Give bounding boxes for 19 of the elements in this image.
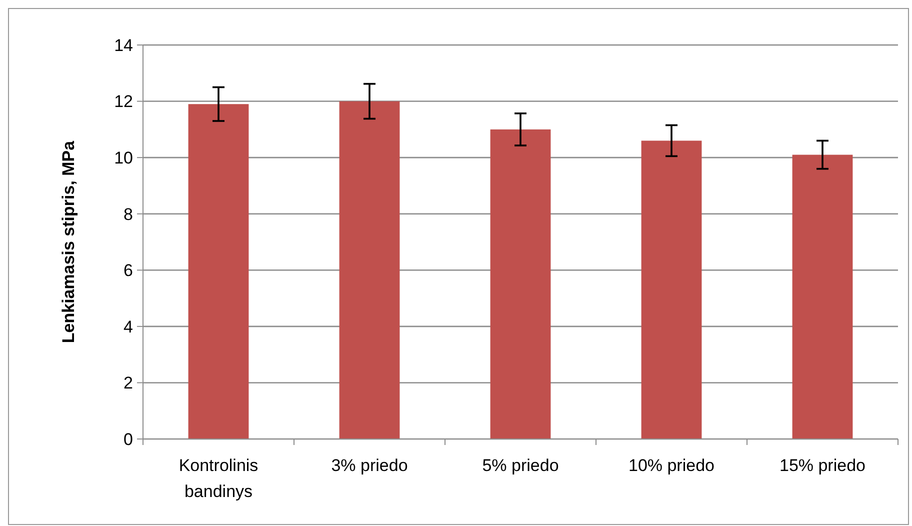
x-tick-label: 3% priedo: [331, 456, 408, 475]
bar: [188, 104, 249, 439]
bar: [792, 154, 853, 439]
bar: [339, 101, 400, 439]
x-tick-label: 5% priedo: [482, 456, 559, 475]
y-axis-title: Lenkiamasis stipris, MPa: [59, 140, 78, 344]
y-tick-label: 14: [114, 36, 133, 55]
y-tick-label: 12: [114, 92, 133, 112]
y-tick-label: 6: [124, 261, 133, 280]
bar: [490, 129, 551, 439]
y-tick-label: 2: [124, 374, 133, 393]
x-tick-label: 10% priedo: [628, 456, 715, 475]
x-tick-label: 15% priedo: [779, 456, 866, 475]
bar: [641, 140, 702, 439]
y-tick-label: 8: [124, 204, 133, 224]
y-tick-label: 10: [114, 148, 133, 168]
y-tick-label: 0: [124, 430, 133, 449]
x-tick-label: Kontrolinis bandinys: [178, 456, 258, 501]
y-tick-label: 4: [124, 317, 133, 336]
